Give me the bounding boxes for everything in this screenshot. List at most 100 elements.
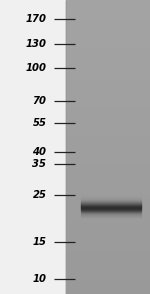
Bar [66, 177, 150, 178]
Bar [66, 216, 150, 217]
Bar [66, 136, 150, 137]
Bar [66, 138, 150, 139]
Bar [66, 103, 150, 104]
Bar [66, 221, 150, 222]
Bar [66, 0, 150, 294]
Bar [66, 260, 150, 262]
Bar [66, 6, 150, 7]
Bar [66, 43, 150, 44]
Bar [66, 66, 150, 67]
Bar [66, 196, 150, 197]
Text: 15: 15 [33, 237, 46, 247]
Bar [66, 3, 150, 4]
Bar [66, 26, 150, 28]
Bar [66, 160, 150, 161]
Bar [66, 42, 150, 43]
Bar [66, 155, 150, 156]
Bar [66, 285, 150, 286]
Bar [66, 208, 150, 209]
Bar [66, 47, 150, 48]
Bar [66, 244, 150, 245]
Bar [66, 281, 150, 282]
Bar [66, 2, 150, 3]
Bar [66, 86, 150, 88]
Bar [66, 24, 150, 25]
Bar [66, 45, 150, 46]
Bar [66, 229, 150, 230]
Bar [66, 39, 150, 40]
Bar [66, 129, 150, 130]
Bar [66, 180, 150, 181]
Bar [66, 14, 150, 15]
Bar [66, 224, 150, 225]
Bar [66, 106, 150, 107]
Bar [66, 190, 150, 191]
Bar [66, 117, 150, 118]
Bar [66, 255, 150, 256]
Bar [66, 202, 150, 203]
Bar [66, 100, 150, 101]
Bar [66, 171, 150, 172]
Bar [66, 286, 150, 287]
Bar [66, 31, 150, 32]
Bar [66, 61, 150, 62]
Bar [66, 122, 150, 123]
Bar [66, 50, 150, 51]
Bar [66, 116, 150, 117]
Bar [66, 12, 150, 13]
Bar [66, 170, 150, 171]
Bar [66, 54, 150, 55]
Bar [66, 194, 150, 195]
Bar [66, 104, 150, 105]
Bar [66, 126, 150, 127]
Bar [66, 134, 150, 135]
Bar [66, 263, 150, 265]
Bar [66, 63, 150, 64]
Bar [66, 114, 150, 115]
Bar [66, 149, 150, 151]
Bar [66, 17, 150, 18]
Bar [66, 18, 150, 19]
Bar [66, 11, 150, 12]
Bar [66, 186, 150, 187]
Bar [66, 222, 150, 223]
Bar [66, 176, 150, 177]
Text: 55: 55 [33, 118, 46, 128]
Bar [66, 167, 150, 168]
Bar [66, 218, 150, 219]
Bar [66, 88, 150, 89]
Bar [66, 174, 150, 175]
Text: 25: 25 [33, 190, 46, 200]
Bar [66, 148, 150, 149]
Bar [66, 158, 150, 159]
Bar [66, 130, 150, 131]
Text: 40: 40 [33, 147, 46, 157]
Bar [66, 137, 150, 138]
Bar [66, 69, 150, 70]
Bar [66, 259, 150, 260]
Bar [66, 56, 150, 57]
Bar [66, 206, 150, 208]
Bar [66, 97, 150, 98]
Bar [66, 270, 150, 271]
Bar [66, 223, 150, 224]
Bar [66, 83, 150, 85]
Bar [66, 95, 150, 96]
Bar [66, 193, 150, 194]
Bar [66, 60, 150, 61]
Bar [66, 85, 150, 86]
Bar [66, 247, 150, 248]
Bar [66, 48, 150, 49]
Bar [66, 15, 150, 16]
Bar [66, 41, 150, 42]
Bar [66, 276, 150, 277]
Bar [66, 181, 150, 182]
Bar [66, 38, 150, 39]
Bar [66, 157, 150, 158]
Bar [66, 156, 150, 157]
Text: 100: 100 [26, 63, 46, 73]
Bar [66, 8, 150, 9]
Bar [66, 250, 150, 251]
Bar [66, 173, 150, 174]
Bar [66, 113, 150, 114]
